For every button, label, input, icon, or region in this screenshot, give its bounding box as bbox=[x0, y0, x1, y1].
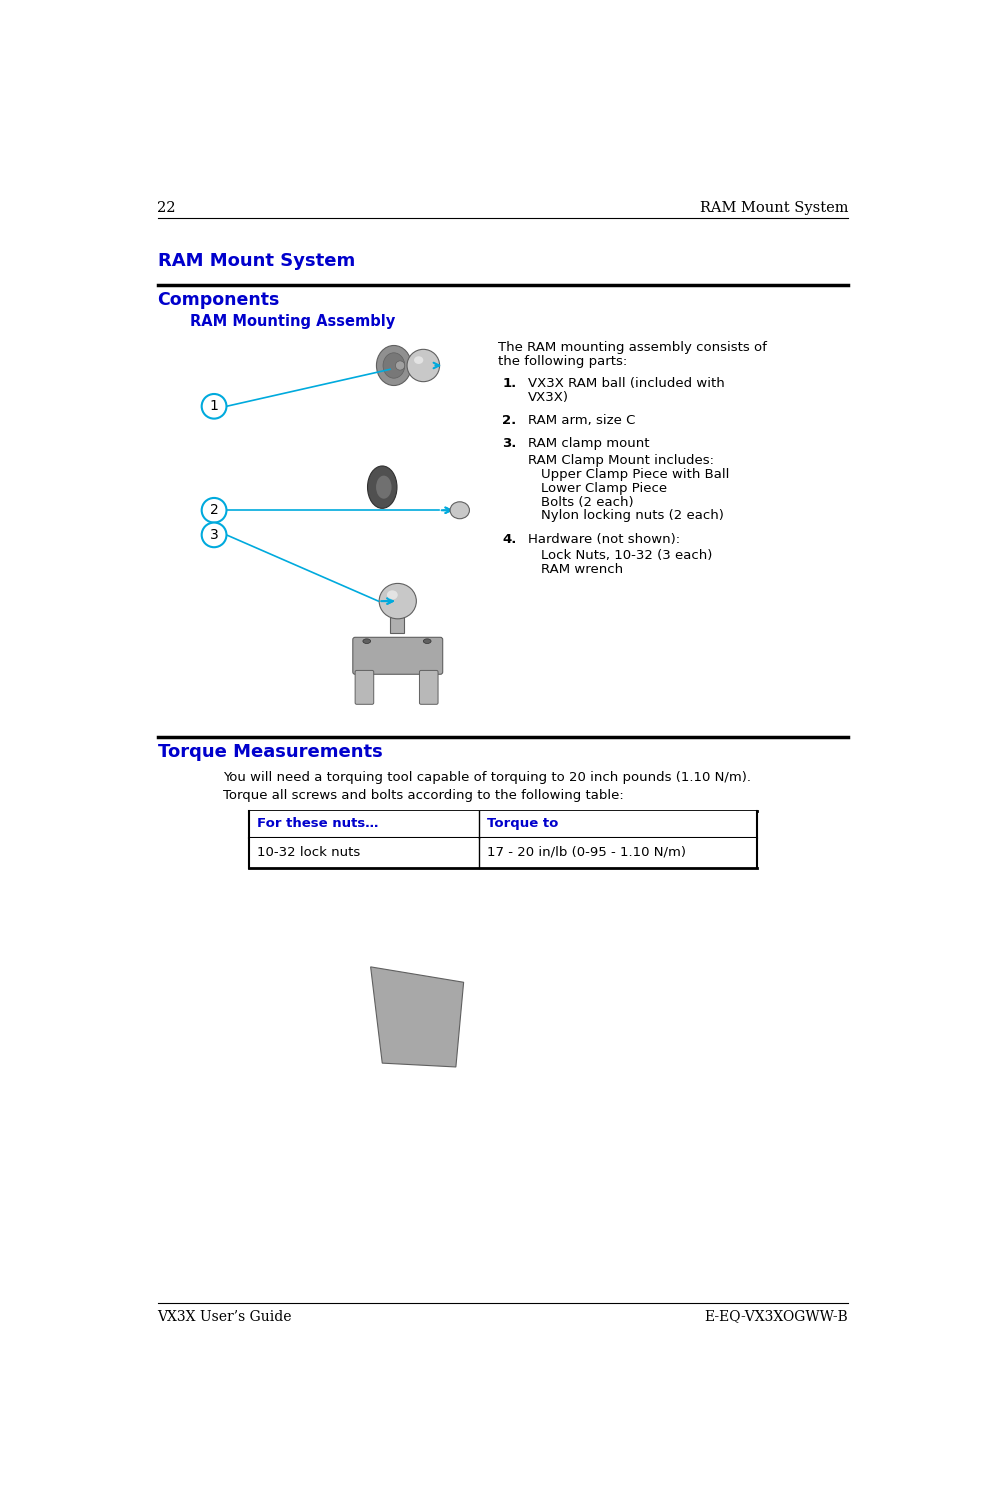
Text: RAM Clamp Mount includes:: RAM Clamp Mount includes: bbox=[528, 454, 714, 467]
Ellipse shape bbox=[368, 466, 397, 508]
Text: RAM arm, size C: RAM arm, size C bbox=[528, 414, 636, 427]
Text: 2: 2 bbox=[210, 503, 219, 517]
Text: RAM Mount System: RAM Mount System bbox=[699, 200, 848, 215]
Text: Torque all screws and bolts according to the following table:: Torque all screws and bolts according to… bbox=[224, 788, 624, 802]
Text: For these nuts…: For these nuts… bbox=[257, 817, 378, 830]
Ellipse shape bbox=[376, 476, 391, 499]
FancyBboxPatch shape bbox=[353, 638, 442, 675]
Text: RAM wrench: RAM wrench bbox=[542, 563, 623, 576]
Text: E-EQ-VX3XOGWW-B: E-EQ-VX3XOGWW-B bbox=[704, 1309, 848, 1323]
Text: Components: Components bbox=[158, 291, 280, 309]
Text: 2.: 2. bbox=[502, 414, 517, 427]
Text: The RAM mounting assembly consists of: The RAM mounting assembly consists of bbox=[498, 340, 767, 354]
Ellipse shape bbox=[414, 357, 424, 364]
Ellipse shape bbox=[395, 361, 405, 370]
Text: the following parts:: the following parts: bbox=[498, 355, 628, 367]
FancyBboxPatch shape bbox=[420, 670, 439, 705]
Ellipse shape bbox=[387, 590, 397, 600]
Ellipse shape bbox=[202, 523, 227, 548]
Text: 1.: 1. bbox=[502, 378, 517, 390]
Text: Upper Clamp Piece with Ball: Upper Clamp Piece with Ball bbox=[542, 467, 730, 481]
Text: Hardware (not shown):: Hardware (not shown): bbox=[528, 533, 680, 546]
Text: 17 - 20 in/lb (0-95 - 1.10 N/m): 17 - 20 in/lb (0-95 - 1.10 N/m) bbox=[487, 847, 686, 858]
Ellipse shape bbox=[450, 502, 470, 518]
Text: Lower Clamp Piece: Lower Clamp Piece bbox=[542, 482, 667, 494]
Ellipse shape bbox=[379, 584, 416, 618]
FancyBboxPatch shape bbox=[249, 838, 756, 867]
Ellipse shape bbox=[377, 345, 411, 385]
Text: Torque Measurements: Torque Measurements bbox=[158, 744, 383, 761]
FancyBboxPatch shape bbox=[390, 617, 404, 633]
Text: Nylon locking nuts (2 each): Nylon locking nuts (2 each) bbox=[542, 509, 724, 523]
Ellipse shape bbox=[407, 349, 439, 382]
Polygon shape bbox=[371, 967, 464, 1067]
Text: Lock Nuts, 10-32 (3 each): Lock Nuts, 10-32 (3 each) bbox=[542, 549, 712, 561]
Ellipse shape bbox=[383, 352, 405, 378]
Ellipse shape bbox=[424, 639, 431, 643]
Text: 3: 3 bbox=[210, 529, 219, 542]
Text: 4.: 4. bbox=[502, 533, 517, 546]
Text: 1: 1 bbox=[210, 399, 219, 414]
FancyBboxPatch shape bbox=[249, 811, 756, 838]
Ellipse shape bbox=[363, 639, 371, 643]
Ellipse shape bbox=[202, 394, 227, 418]
FancyBboxPatch shape bbox=[355, 670, 374, 705]
Text: 3.: 3. bbox=[502, 437, 517, 449]
Text: RAM Mounting Assembly: RAM Mounting Assembly bbox=[190, 314, 395, 328]
Text: RAM Mount System: RAM Mount System bbox=[158, 252, 355, 270]
Text: Bolts (2 each): Bolts (2 each) bbox=[542, 496, 634, 509]
Text: Torque to: Torque to bbox=[487, 817, 558, 830]
Ellipse shape bbox=[202, 499, 227, 523]
Text: VX3X User’s Guide: VX3X User’s Guide bbox=[158, 1309, 292, 1323]
Text: VX3X RAM ball (included with: VX3X RAM ball (included with bbox=[528, 378, 725, 390]
Text: VX3X): VX3X) bbox=[528, 391, 569, 405]
Text: 10-32 lock nuts: 10-32 lock nuts bbox=[257, 847, 360, 858]
Text: RAM clamp mount: RAM clamp mount bbox=[528, 437, 649, 449]
Text: You will need a torquing tool capable of torquing to 20 inch pounds (1.10 N/m).: You will need a torquing tool capable of… bbox=[224, 770, 751, 784]
Text: 22: 22 bbox=[158, 200, 176, 215]
